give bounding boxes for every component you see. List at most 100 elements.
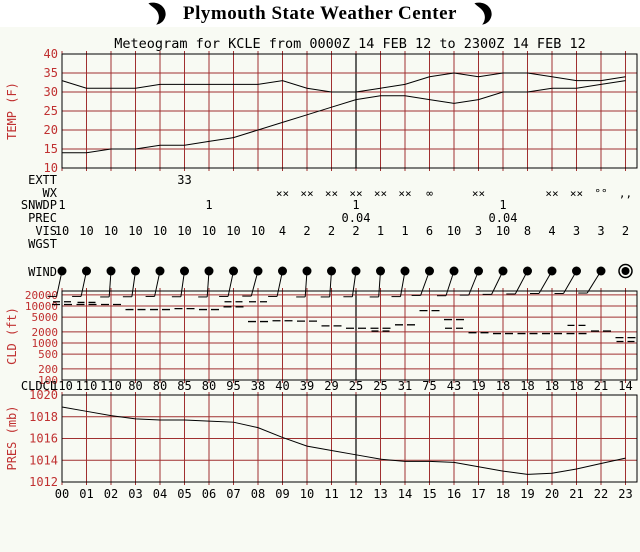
vis-value: 10 <box>177 224 191 238</box>
wgst-row-label: WGST <box>28 237 57 251</box>
y-tick-label: 15 <box>44 142 58 156</box>
wx-value: ×× <box>276 187 289 200</box>
y-tick-label: 200 <box>38 363 58 376</box>
vis-value: 3 <box>597 224 604 238</box>
panther-logo-icon <box>474 2 492 25</box>
chart-border <box>61 394 638 483</box>
vis-value: 10 <box>79 224 93 238</box>
y-tick-label: 30 <box>44 85 58 99</box>
cldcl-value: 38 <box>251 379 265 393</box>
wind-barb <box>506 266 532 295</box>
pressure-axis-label: PRES (mb) <box>5 405 19 470</box>
snwdp-value: 1 <box>58 198 65 212</box>
wind-barb <box>100 266 116 298</box>
hour-axis: 00 01 02 03 04 05 06 07 08 09 10 11 12 13 14 15 16 17 18 19… <box>55 487 633 501</box>
panther-logo-icon <box>148 2 166 25</box>
chart-subtitle: Meteogram for KCLE from 0000Z 14 FEB 12 … <box>114 36 585 52</box>
vis-value: 3 <box>475 224 482 238</box>
vis-value: 10 <box>104 224 118 238</box>
cldcl-value: 80 <box>128 379 142 393</box>
wx-value: ×× <box>325 187 338 200</box>
cldcl-value: 110 <box>51 379 73 393</box>
wind-barb <box>219 266 238 297</box>
vis-value: 2 <box>352 224 359 238</box>
wx-row-label: WX <box>43 186 58 200</box>
wind-barb <box>578 266 606 294</box>
snwdp-value: 1 <box>499 198 506 212</box>
y-tick-label: 500 <box>38 348 58 361</box>
cldcl-value: 31 <box>398 379 412 393</box>
wx-value: ×× <box>472 187 485 200</box>
hour-label: 12 <box>349 487 363 501</box>
vis-value: 10 <box>226 224 240 238</box>
page-header: Plymouth State Weather Center <box>0 0 640 27</box>
hour-label: 08 <box>251 487 265 501</box>
y-tick-label: 25 <box>44 104 58 118</box>
cldcl-value: 80 <box>153 379 167 393</box>
hour-label: 20 <box>545 487 559 501</box>
extt-value: 33 <box>177 173 191 187</box>
wind-row-label: WIND <box>28 265 57 279</box>
wind-barb <box>296 266 312 298</box>
wind-barb <box>268 266 287 297</box>
vis-value: 4 <box>279 224 286 238</box>
cldcl-value: 14 <box>618 379 632 393</box>
cldcl-value: 18 <box>520 379 534 393</box>
wx-value: ×× <box>300 187 313 200</box>
cldcl-value: 21 <box>594 379 608 393</box>
wind-barb <box>47 266 67 297</box>
prec-value: 0.04 <box>489 211 518 225</box>
cloud-axis-label: CLD (ft) <box>5 307 19 365</box>
hour-label: 16 <box>447 487 461 501</box>
vis-value: 10 <box>447 224 461 238</box>
vis-value: 2 <box>622 224 629 238</box>
cldcl-value: 18 <box>496 379 510 393</box>
y-tick-label: 1020 <box>29 388 58 402</box>
wx-value: ×× <box>545 187 558 200</box>
cldcl-value: 25 <box>373 379 387 393</box>
hour-label: 03 <box>128 487 142 501</box>
hour-label: 18 <box>496 487 510 501</box>
vis-row-label: VIS <box>35 224 57 238</box>
vis-value: 8 <box>524 224 531 238</box>
pressure-line <box>61 406 626 475</box>
hour-label: 01 <box>79 487 93 501</box>
y-tick-label: 1014 <box>29 453 58 467</box>
vis-value: 6 <box>426 224 433 238</box>
vis-value: 3 <box>573 224 580 238</box>
hour-label: 02 <box>104 487 118 501</box>
wx-value: ×× <box>570 187 583 200</box>
wind-barb <box>320 266 336 298</box>
snwdp-value: 1 <box>205 198 212 212</box>
extt-row-label: EXTT <box>28 173 57 187</box>
wind-barb <box>343 266 361 298</box>
temperature-chart: 40 35 30 25 20 15 10 TEMP (F) <box>5 47 638 175</box>
y-tick-label: 5000 <box>32 311 59 324</box>
wind-barb <box>72 266 91 297</box>
hour-label: 04 <box>153 487 167 501</box>
hour-label: 09 <box>275 487 289 501</box>
wind-barb <box>171 266 189 298</box>
y-tick-label: 40 <box>44 47 58 61</box>
vis-value: 2 <box>303 224 310 238</box>
hour-label: 15 <box>422 487 436 501</box>
cldcl-value: 110 <box>76 379 98 393</box>
vis-value: 10 <box>128 224 142 238</box>
wx-value: ×× <box>398 187 411 200</box>
hour-label: 11 <box>324 487 338 501</box>
wx-value: ×× <box>374 187 387 200</box>
cldcl-value: 75 <box>422 379 436 393</box>
cldcl-value: 25 <box>349 379 363 393</box>
wind-barb <box>145 266 165 297</box>
y-tick-label: 10 <box>44 161 58 175</box>
y-tick-label: 20 <box>44 123 58 137</box>
cldcl-value: 18 <box>569 379 583 393</box>
chart-border <box>61 53 638 169</box>
wx-value: ,, <box>619 187 632 200</box>
cldcl-value: 85 <box>177 379 191 393</box>
hour-label: 06 <box>202 487 216 501</box>
wind-barb <box>411 266 434 296</box>
